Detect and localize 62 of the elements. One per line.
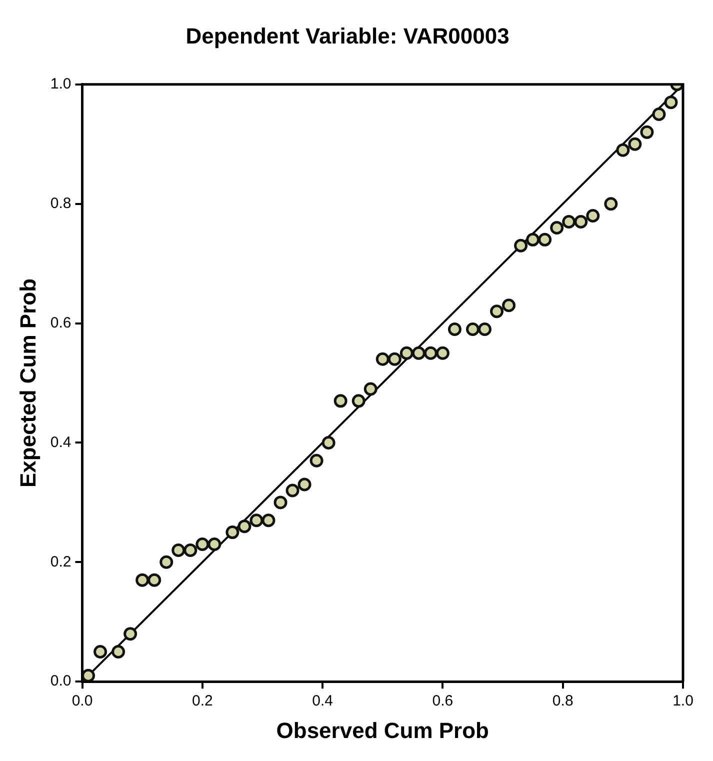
y-tick-label: 0.2 [50,553,72,570]
point [112,644,126,658]
point [628,137,642,151]
point [640,125,654,139]
point [526,232,540,246]
point [196,537,210,551]
point [562,215,576,229]
point [436,346,450,360]
x-tick-label: 1.0 [672,692,694,710]
x-tick-label: 0.8 [552,692,574,710]
y-tick-label: 1.0 [50,76,72,93]
y-tick-label: 0.8 [50,194,72,212]
x-tick-label: 0.6 [432,692,454,710]
point [286,484,300,498]
point [124,627,138,641]
point [466,322,480,336]
point [298,478,312,492]
point [616,143,630,157]
point [148,573,162,587]
point [262,514,276,528]
x-axis-title: Observed Cum Prob [276,718,489,743]
point [490,304,504,318]
point [226,526,240,540]
point [664,96,678,110]
x-tick-label: 0.0 [72,692,93,710]
point [352,394,366,408]
y-axis-title: Expected Cum Prob [15,278,40,488]
y-tick-label: 0.0 [50,672,72,690]
chart-title: Dependent Variable: VAR00003 [186,23,510,48]
point [310,454,324,468]
point [604,197,618,211]
point [412,346,426,360]
point [250,514,264,528]
y-tick-label: 0.4 [50,434,72,451]
point [448,322,462,336]
point [274,496,288,510]
point [388,352,402,366]
point [364,382,378,396]
point [160,555,174,569]
y-tick-label: 0.6 [50,314,72,332]
point [478,322,492,336]
point [376,352,390,366]
point [586,209,600,223]
point [538,232,552,246]
point [334,394,348,408]
point [652,108,666,122]
point [574,215,588,229]
point [82,668,96,682]
point [238,520,252,534]
point [208,537,222,551]
point [424,346,438,360]
x-tick-label: 0.2 [192,692,213,710]
point [514,238,528,252]
point [94,644,108,658]
point [322,436,336,450]
point [550,220,564,234]
point [502,298,516,312]
point [172,543,186,557]
point [184,543,198,557]
point [400,346,414,360]
point [136,573,150,587]
x-tick-label: 0.4 [312,692,333,710]
